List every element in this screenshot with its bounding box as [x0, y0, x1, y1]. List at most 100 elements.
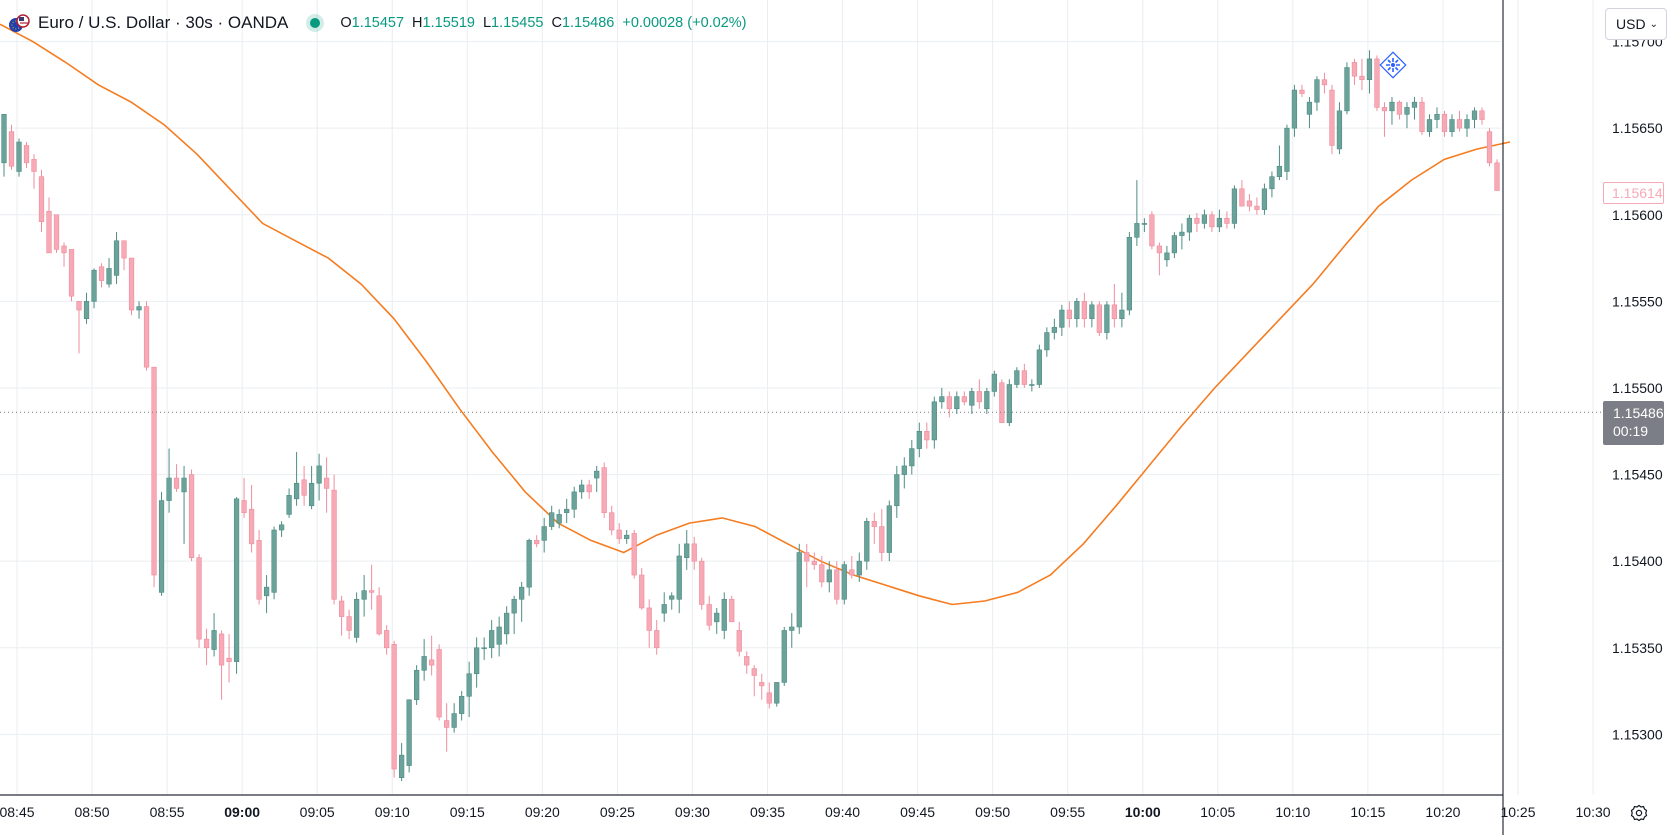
candle	[1261, 183, 1268, 215]
candle	[496, 616, 502, 657]
time-tick-label: 09:25	[600, 804, 635, 820]
candle-body	[969, 391, 975, 406]
candle-body	[181, 477, 187, 493]
eur-usd-flag-icon	[8, 12, 30, 34]
candle-body	[1291, 89, 1298, 129]
candle-body	[684, 543, 690, 559]
time-tick-label: 10:10	[1275, 804, 1310, 820]
candle-body	[1029, 384, 1035, 386]
time-tick-label: 10:05	[1200, 804, 1235, 820]
candle-body	[1044, 332, 1050, 351]
candle-body	[474, 647, 480, 675]
high-label: H	[412, 15, 423, 31]
last-price-value: 1.15486	[1613, 405, 1664, 421]
candle	[504, 606, 510, 645]
candle	[864, 517, 870, 570]
candle	[53, 214, 60, 253]
candle-body	[1344, 67, 1350, 112]
time-tick-label: 09:00	[224, 804, 260, 820]
candle-body	[466, 673, 472, 697]
candle-body	[1449, 119, 1455, 132]
candle-body	[954, 396, 960, 410]
candle	[661, 592, 667, 622]
candle-body	[556, 514, 562, 524]
candle-body	[519, 586, 525, 600]
candle	[241, 478, 247, 518]
candle	[1374, 55, 1380, 111]
candle	[1216, 209, 1223, 233]
candle	[946, 391, 952, 418]
candle-body	[459, 695, 465, 714]
candle	[541, 517, 547, 553]
candle	[766, 682, 772, 709]
candle	[181, 465, 187, 544]
candle-body	[1359, 75, 1365, 80]
time-tick-label: 09:15	[450, 804, 485, 820]
candle-body	[1186, 217, 1193, 233]
candle	[931, 396, 937, 449]
symbol-title[interactable]: Euro / U.S. Dollar · 30s · OANDA	[38, 13, 289, 32]
candle-body	[1066, 309, 1072, 319]
candle	[226, 633, 232, 683]
candle	[61, 242, 67, 267]
candle	[451, 703, 457, 733]
candle-body	[759, 682, 765, 687]
candle	[1329, 84, 1335, 155]
candle-body	[894, 474, 900, 507]
currency-selector[interactable]: USD ⌄	[1605, 8, 1667, 40]
candle-body	[676, 555, 682, 600]
candle-body	[526, 540, 532, 588]
candle	[1246, 193, 1253, 212]
candle-body	[414, 669, 420, 701]
candle	[909, 439, 915, 475]
candle	[1321, 72, 1328, 94]
candle-body	[1119, 309, 1125, 319]
candle-body	[594, 470, 600, 479]
candle-body	[1494, 162, 1500, 191]
axes	[0, 0, 1504, 835]
price-tick-label: 1.15550	[1612, 293, 1663, 309]
ohlc-values: O 1.15457 H 1.15519 L 1.15455 C 1.15486 +0.0…	[340, 15, 746, 31]
candle-body	[1194, 217, 1200, 224]
currency-value: USD	[1616, 16, 1646, 32]
candle-body	[804, 552, 810, 562]
candle-body	[691, 543, 697, 562]
candle	[961, 391, 967, 406]
candle	[1081, 292, 1087, 328]
candle	[916, 422, 922, 458]
candle	[414, 665, 420, 705]
candle	[886, 500, 892, 562]
candle	[1456, 110, 1463, 132]
candle-body	[826, 569, 832, 583]
candle	[849, 555, 855, 579]
candle	[654, 620, 660, 655]
candle-body	[1464, 119, 1470, 129]
event-marker-icon[interactable]	[1378, 50, 1408, 80]
candle	[128, 257, 135, 316]
candle	[384, 625, 390, 655]
candle-body	[1471, 110, 1478, 120]
candle-body	[864, 521, 870, 562]
candle-body	[1126, 236, 1133, 311]
candle-body	[1329, 89, 1335, 146]
chevron-down-icon: ⌄	[1649, 18, 1658, 30]
candle-body	[173, 477, 180, 489]
candle-body	[1, 114, 7, 164]
candle-body	[23, 145, 30, 164]
candle-body	[263, 586, 270, 597]
time-tick-label: 10:30	[1576, 804, 1611, 820]
candle	[624, 530, 630, 544]
candle	[248, 484, 255, 553]
candle-body	[1306, 101, 1313, 115]
candle-body	[669, 595, 675, 600]
chart-settings-icon[interactable]	[1628, 802, 1650, 824]
candle	[984, 387, 990, 414]
candle	[1314, 76, 1320, 111]
candle	[173, 464, 180, 492]
candle	[819, 555, 825, 588]
candle	[1396, 100, 1403, 120]
candle	[211, 613, 217, 657]
candle-body	[61, 245, 67, 254]
candle-body	[841, 564, 847, 600]
